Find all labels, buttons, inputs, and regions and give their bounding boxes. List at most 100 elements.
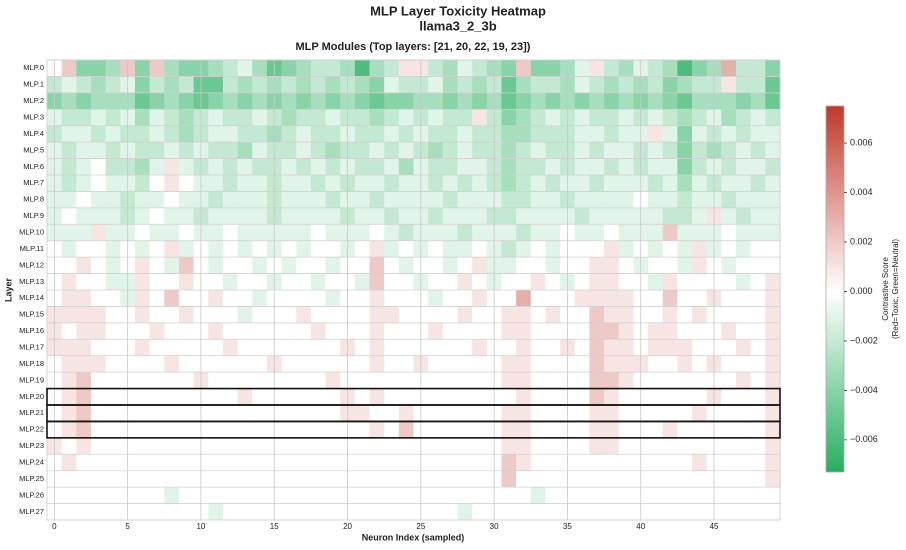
heatmap-cell	[354, 76, 370, 94]
heatmap-cell	[472, 142, 488, 159]
heatmap-cell	[677, 125, 693, 143]
heatmap-cell	[736, 322, 751, 340]
heatmap-cell	[692, 339, 707, 357]
heatmap-cell	[178, 405, 194, 422]
heatmap-cell	[545, 355, 561, 373]
heatmap-cell	[76, 191, 92, 209]
heatmap-cell	[369, 207, 385, 225]
heatmap-cell	[530, 257, 546, 274]
heatmap-cell	[545, 470, 561, 488]
heatmap-cell	[442, 388, 458, 406]
heatmap-cell	[442, 142, 458, 159]
heatmap-cell	[457, 503, 473, 521]
heatmap-cell	[662, 76, 678, 94]
heatmap-cell	[442, 454, 458, 472]
heatmap-cell	[574, 158, 590, 176]
heatmap-cell	[545, 175, 561, 192]
heatmap-cell	[501, 224, 517, 242]
heatmap-cell	[237, 372, 253, 389]
heatmap-cell	[750, 405, 766, 422]
heatmap-cell	[589, 372, 605, 389]
heatmap-cell	[134, 207, 150, 225]
heatmap-cell	[76, 158, 92, 176]
heatmap-cell	[76, 322, 92, 340]
heatmap-cell	[721, 290, 737, 307]
heatmap-cell	[61, 191, 77, 209]
heatmap-cell	[648, 175, 664, 192]
heatmap-cell	[692, 191, 707, 209]
heatmap-cell	[677, 470, 693, 488]
heatmap-cell	[149, 454, 165, 472]
heatmap-cell	[501, 470, 517, 488]
heatmap-cell	[369, 240, 385, 258]
heatmap-cell	[721, 92, 737, 110]
heatmap-cell	[237, 257, 253, 274]
heatmap-cell	[384, 372, 400, 389]
heatmap-cell	[574, 421, 590, 439]
heatmap-cell	[618, 158, 634, 176]
heatmap-cell	[721, 372, 737, 389]
heatmap-cell	[90, 454, 106, 472]
heatmap-cell	[604, 60, 620, 77]
heatmap-cell	[164, 306, 180, 324]
heatmap-cell	[765, 158, 781, 176]
heatmap-cell	[589, 109, 605, 127]
heatmap-cell	[105, 92, 121, 110]
heatmap-cell	[369, 92, 385, 110]
heatmap-cell	[149, 273, 165, 291]
heatmap-cell	[765, 92, 781, 110]
heatmap-cell	[472, 454, 488, 472]
heatmap-cell	[662, 191, 678, 209]
heatmap-cell	[589, 470, 605, 488]
heatmap-cell	[589, 405, 605, 422]
heatmap-cell	[222, 191, 238, 209]
heatmap-cell	[61, 306, 77, 324]
heatmap-cell	[61, 92, 77, 110]
heatmap-cell	[384, 355, 400, 373]
colorbar-label: Contrastive Score	[881, 257, 890, 321]
heatmap-cell	[516, 290, 532, 307]
heatmap-cell	[384, 388, 400, 406]
heatmap-cell	[662, 257, 678, 274]
heatmap-cell	[648, 224, 664, 242]
heatmap-cell	[76, 175, 92, 192]
heatmap-cell	[398, 92, 414, 110]
heatmap-cell	[222, 109, 238, 127]
heatmap-cell	[164, 142, 180, 159]
heatmap-cell	[545, 322, 561, 340]
heatmap-cell	[325, 437, 341, 455]
heatmap-cell	[310, 421, 326, 439]
heatmap-cell	[252, 355, 268, 373]
heatmap-cell	[457, 207, 473, 225]
heatmap-cell	[296, 60, 312, 77]
heatmap-cell	[530, 175, 546, 192]
heatmap-cell	[237, 290, 253, 307]
heatmap-cell	[384, 290, 400, 307]
heatmap-cell	[604, 76, 620, 94]
heatmap-cell	[90, 175, 106, 192]
heatmap-cell	[296, 76, 312, 94]
heatmap-cell	[736, 290, 751, 307]
heatmap-cell	[398, 224, 414, 242]
heatmap-cell	[428, 437, 444, 455]
heatmap-cell	[721, 355, 737, 373]
heatmap-cell	[574, 76, 590, 94]
heatmap-cell	[692, 76, 707, 94]
heatmap-cell	[90, 437, 106, 455]
heatmap-cell	[208, 207, 224, 225]
colorbar-tick-label: 0.004	[850, 187, 873, 197]
heatmap-cell	[574, 60, 590, 77]
heatmap-cell	[354, 109, 370, 127]
heatmap-cell	[750, 60, 766, 77]
heatmap-cell	[76, 125, 92, 143]
heatmap-cell	[677, 290, 693, 307]
heatmap-cell	[648, 109, 664, 127]
heatmap-cell	[428, 306, 444, 324]
heatmap-cell	[398, 257, 414, 274]
heatmap-cell	[589, 437, 605, 455]
heatmap-cell	[516, 405, 532, 422]
heatmap-cell	[442, 207, 458, 225]
heatmap-cell	[354, 224, 370, 242]
heatmap-cell	[472, 372, 488, 389]
heatmap-cell	[208, 158, 224, 176]
